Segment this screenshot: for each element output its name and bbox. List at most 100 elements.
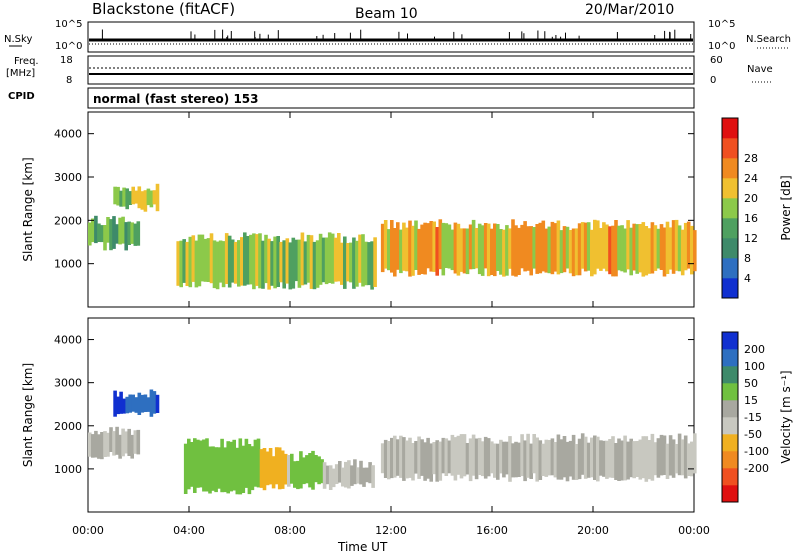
echo-cell <box>559 230 564 274</box>
echo-cell <box>252 233 256 290</box>
echo-cell <box>327 232 332 283</box>
echo-cell <box>309 235 314 289</box>
echo-cell <box>462 434 467 477</box>
echo-cell <box>496 224 500 271</box>
echo-cell <box>223 447 227 493</box>
echo-cell <box>100 225 104 243</box>
echo-cell <box>247 444 252 495</box>
echo-cell <box>88 432 92 457</box>
echo-cell <box>280 450 285 489</box>
echo-cell <box>396 439 400 476</box>
nsky-tick-bottom: 10^0 <box>55 41 82 52</box>
echo-cell <box>408 437 412 478</box>
echo-cell <box>103 431 107 457</box>
echo-cell <box>255 234 259 286</box>
colorbar-tick-label: 50 <box>744 377 758 390</box>
echo-cell <box>214 447 218 493</box>
echo-cell <box>514 441 518 478</box>
colorbar-tick-label: -15 <box>744 411 762 424</box>
echo-cell <box>490 228 494 275</box>
echo-cell <box>656 438 661 478</box>
echo-cell <box>209 233 214 284</box>
echo-cell <box>568 440 573 477</box>
colorbar-cell <box>722 198 738 219</box>
echo-cell <box>502 229 506 277</box>
echo-cell <box>390 437 394 479</box>
echo-cell <box>341 467 345 487</box>
echo-cell <box>632 441 636 479</box>
echo-cell <box>593 219 597 275</box>
echo-cell <box>599 228 603 271</box>
echo-cell <box>647 440 652 480</box>
y-tick-label: 1000 <box>54 258 82 271</box>
echo-cell <box>574 228 579 276</box>
echo-cell <box>635 224 639 274</box>
echo-cell <box>523 221 527 272</box>
echo-cell <box>200 234 205 282</box>
echo-cell <box>444 438 449 476</box>
echo-cell <box>450 229 455 271</box>
echo-cell <box>116 396 120 415</box>
echo-cell <box>112 216 116 249</box>
colorbar-cell <box>722 400 738 418</box>
echo-cell <box>580 433 585 475</box>
echo-cell <box>127 221 131 245</box>
nsky-label: N.Sky <box>4 34 32 45</box>
echo-cell <box>653 442 658 476</box>
echo-cell <box>499 439 503 474</box>
echo-cell <box>131 394 135 412</box>
echo-cell <box>285 238 290 284</box>
echo-cell <box>526 433 530 478</box>
y-tick-label: 2000 <box>54 420 82 433</box>
echo-cell <box>155 394 160 413</box>
echo-cell <box>417 436 421 479</box>
y-axis-label: Slant Range [km] <box>21 363 35 467</box>
y-axis-label: Slant Range [km] <box>21 157 35 261</box>
colorbar-tick-label: 20 <box>744 192 758 205</box>
freq-tick-top: 18 <box>60 55 73 66</box>
echo-cell <box>232 439 236 491</box>
echo-cell <box>128 191 132 205</box>
echo-cell <box>665 221 670 274</box>
echo-cell <box>318 233 323 285</box>
colorbar-tick-label: 100 <box>744 360 765 373</box>
nave-tick-bottom: 0 <box>710 75 716 86</box>
echo-cell <box>97 434 101 459</box>
echo-cell <box>152 190 157 205</box>
echo-cell <box>380 443 385 474</box>
echo-cell <box>453 437 458 481</box>
echo-cell <box>538 440 543 480</box>
echo-cell <box>574 444 579 480</box>
echo-cell <box>322 462 327 489</box>
echo-cell <box>529 226 533 276</box>
echo-cell <box>529 443 533 479</box>
echo-cell <box>191 235 196 282</box>
y-tick-label: 4000 <box>54 334 82 347</box>
echo-cell <box>480 225 485 276</box>
echo-cell <box>119 190 123 207</box>
echo-cell <box>97 223 101 242</box>
echo-cell <box>125 396 129 414</box>
colorbar-tick-label: 16 <box>744 212 758 225</box>
echo-cell <box>596 220 600 269</box>
cpid-label: CPID <box>8 91 35 102</box>
echo-cell <box>408 220 412 277</box>
echo-cell <box>113 390 117 417</box>
echo-cell <box>355 240 359 287</box>
echo-cell <box>279 241 283 283</box>
echo-cell <box>136 429 141 455</box>
echo-cell <box>330 233 335 284</box>
echo-cell <box>680 229 685 276</box>
echo-cell <box>565 441 570 482</box>
echo-cell <box>547 226 552 274</box>
echo-cell <box>629 227 633 276</box>
echo-cell <box>426 223 430 269</box>
x-tick-label: 16:00 <box>476 524 508 537</box>
echo-cell <box>146 397 151 412</box>
echo-cell <box>399 435 403 478</box>
colorbar-cell <box>722 366 738 384</box>
echo-cell <box>417 228 421 275</box>
echo-cell <box>480 441 485 477</box>
echo-cell <box>371 465 375 488</box>
echo-cell <box>299 451 303 489</box>
